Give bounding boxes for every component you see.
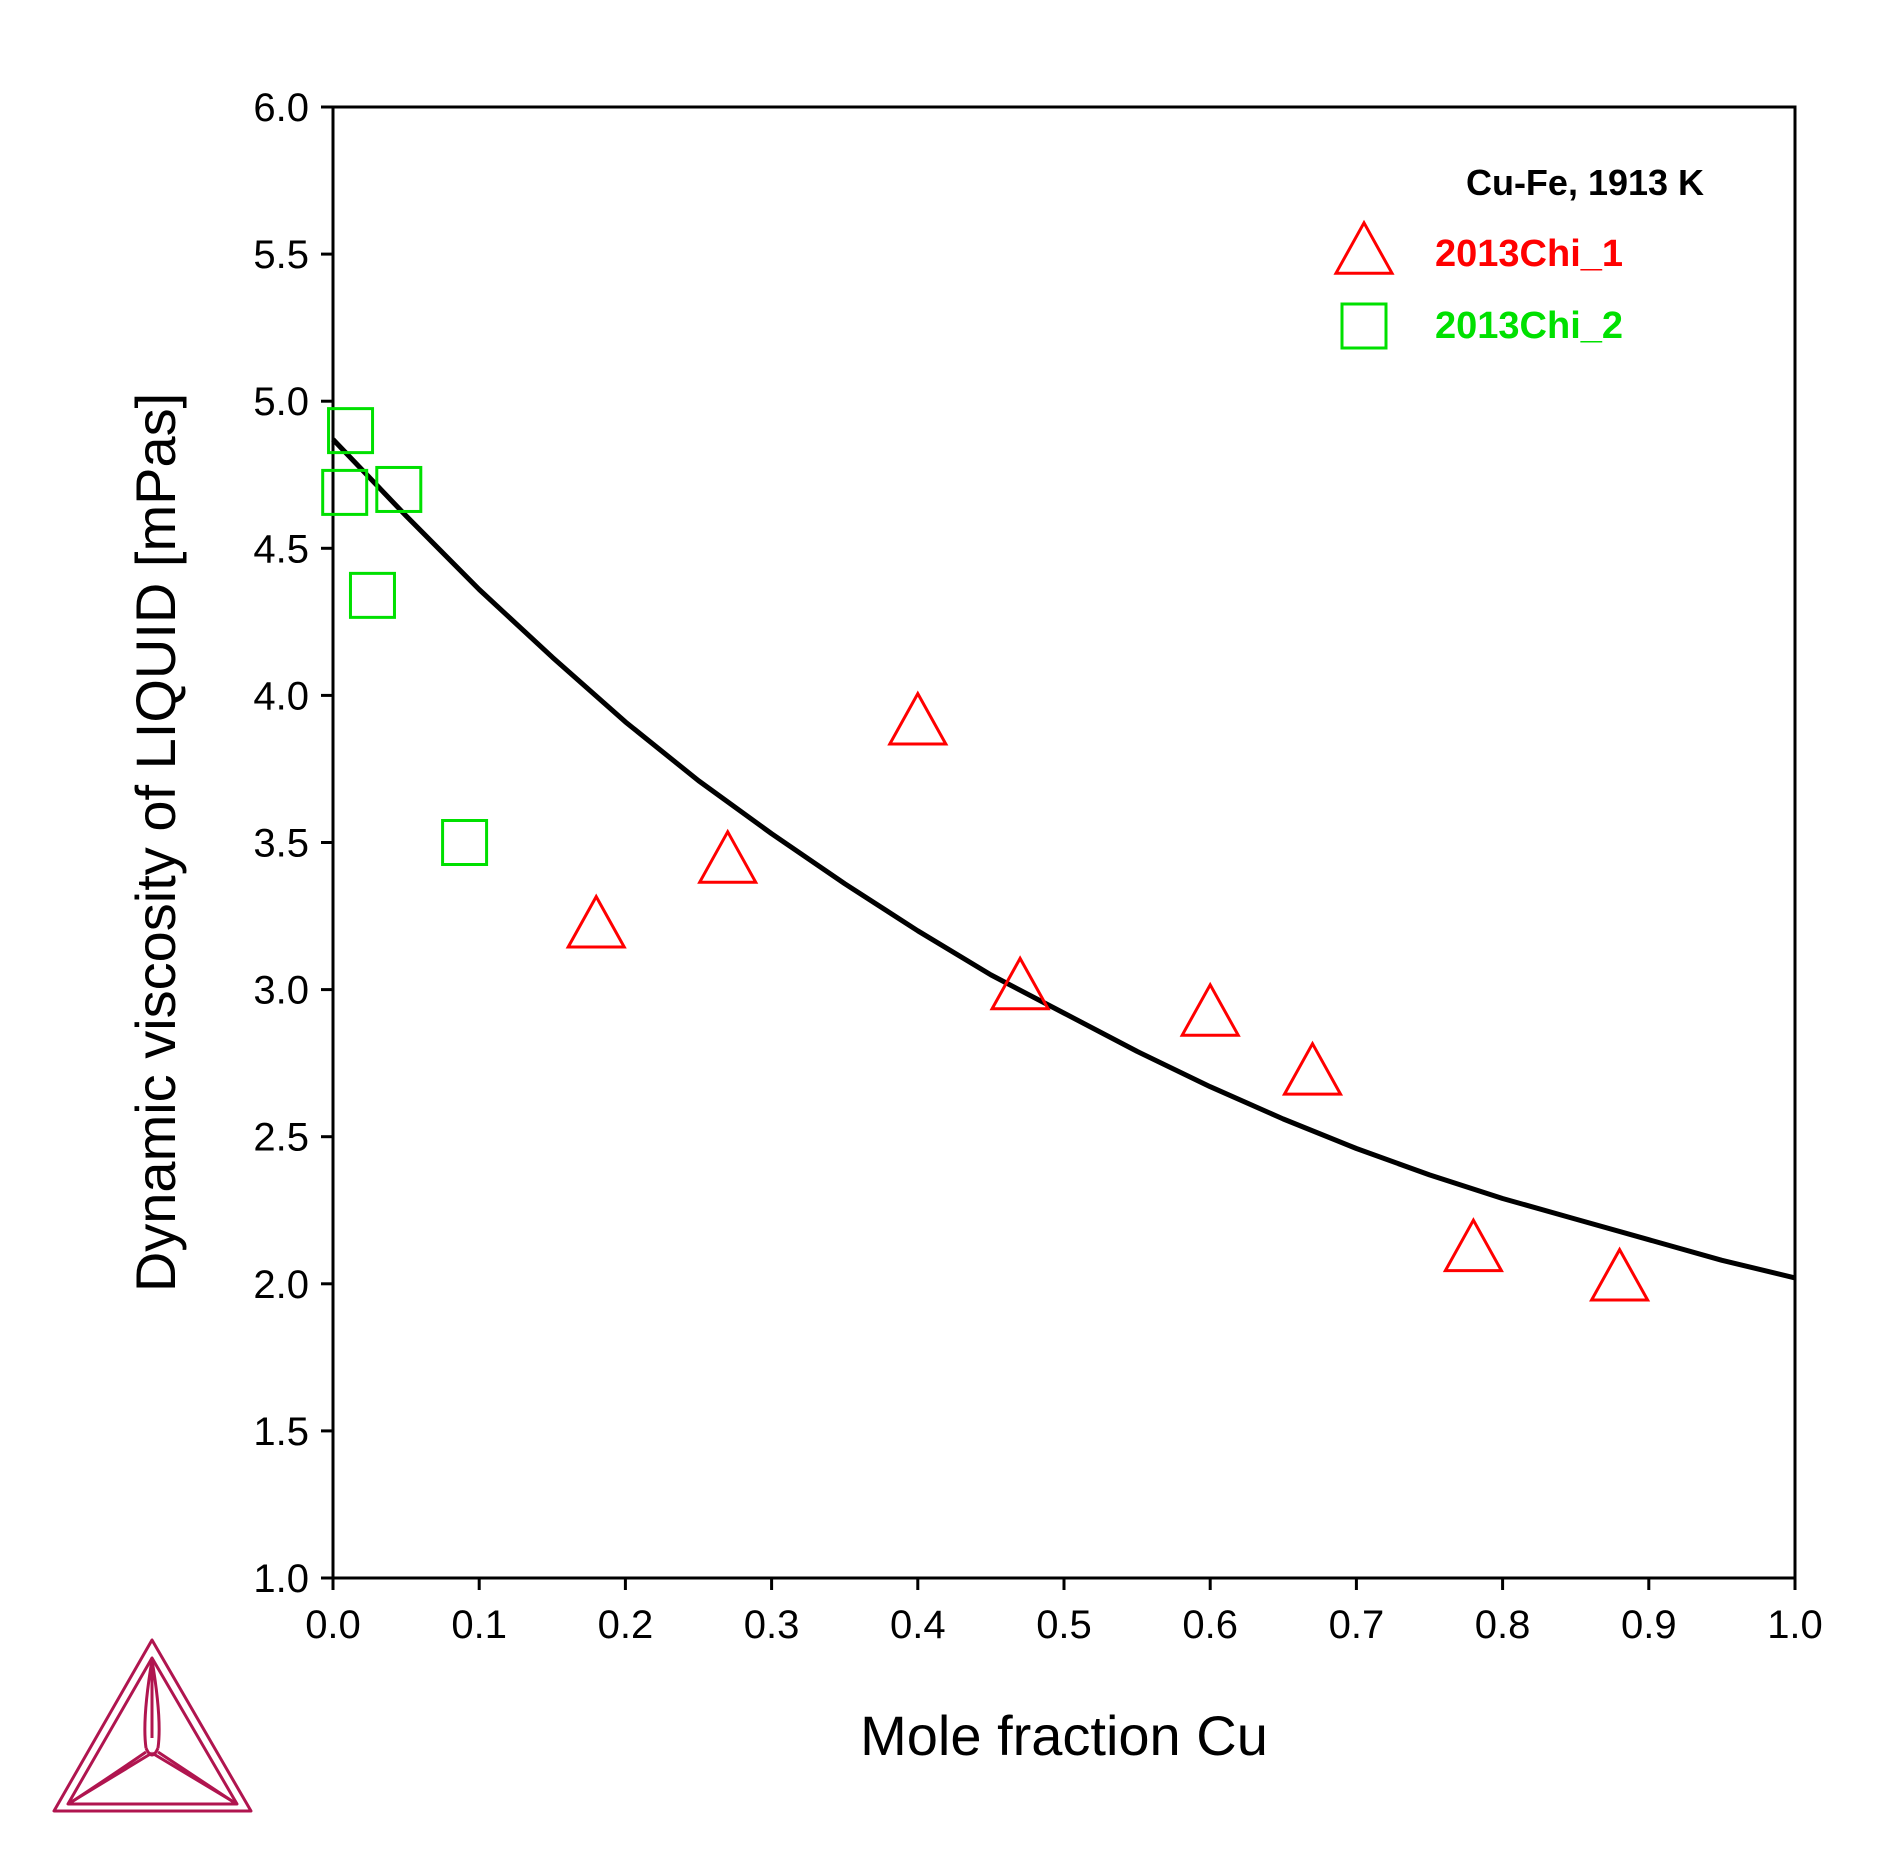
x-tick-label: 0.4: [890, 1603, 946, 1647]
triangle-point: [697, 828, 759, 884]
triangle-point: [989, 955, 1051, 1011]
model-curve: [331, 437, 1796, 1281]
x-tick-label: 0.6: [1182, 1603, 1238, 1647]
legend-title: Cu-Fe, 1913 K: [1466, 162, 1704, 203]
square-point: [441, 819, 489, 866]
legend-square-marker: [1340, 302, 1388, 350]
data-points: [321, 407, 1651, 1302]
logo-inner-triangle: [66, 1656, 239, 1806]
model-curve-group: [331, 437, 1796, 1281]
axes: 0.0 0.1 0.2 0.3 0.4 0.5 0.6 0.7 0.8 0.9 1.0 1.0 1.5 2…: [124, 86, 1823, 1767]
logo-inner-lines: [67, 1659, 238, 1806]
y-tick-label: 4.0: [253, 674, 309, 718]
x-tick-label: 0.5: [1036, 1603, 1092, 1647]
x-axis-title: Mole fraction Cu: [860, 1704, 1268, 1767]
y-tick-label: 1.0: [253, 1557, 309, 1601]
x-tick-label: 0.9: [1621, 1603, 1677, 1647]
square-point: [321, 468, 369, 516]
square-point: [348, 571, 396, 619]
x-tick-label: 1.0: [1767, 1603, 1823, 1647]
x-tick-label: 0.2: [598, 1603, 654, 1647]
y-tick-label: 3.5: [253, 822, 309, 866]
square-point: [327, 407, 375, 455]
y-axis-title: Dynamic viscosity of LIQUID [mPas]: [124, 393, 187, 1292]
triangle-point: [1442, 1217, 1504, 1273]
triangle-point: [1589, 1246, 1651, 1302]
y-tick-label: 5.5: [253, 233, 309, 277]
triangle-point: [565, 893, 627, 949]
y-tick-label: 3.0: [253, 969, 309, 1013]
x-tick-label: 0.8: [1475, 1603, 1531, 1647]
x-tick-label: 0.3: [744, 1603, 800, 1647]
triangle-point: [1281, 1040, 1344, 1096]
legend: Cu-Fe, 1913 K 2013Chi_1 2013Chi_2: [1333, 162, 1704, 350]
triangle-point: [1179, 981, 1241, 1037]
x-tick-label: 0.0: [305, 1603, 361, 1647]
y-tick-label: 2.0: [253, 1263, 309, 1307]
square-point: [375, 465, 423, 513]
logo-curves: [69, 1747, 236, 1805]
x-tick-label: 0.7: [1329, 1603, 1385, 1647]
x-tick-label: 0.1: [451, 1603, 507, 1647]
legend-triangle-marker: [1333, 219, 1395, 275]
legend-label: 2013Chi_2: [1435, 305, 1623, 347]
y-tick-label: 1.5: [253, 1410, 309, 1454]
legend-label: 2013Chi_1: [1435, 233, 1623, 275]
logo-outer-triangle: [52, 1638, 253, 1813]
triangle-logo-icon: [52, 1638, 253, 1813]
triangle-point: [887, 690, 949, 746]
y-tick-label: 4.5: [253, 527, 309, 571]
y-tick-label: 6.0: [253, 86, 309, 130]
y-tick-label: 2.5: [253, 1116, 309, 1160]
y-tick-label: 5.0: [253, 380, 309, 424]
